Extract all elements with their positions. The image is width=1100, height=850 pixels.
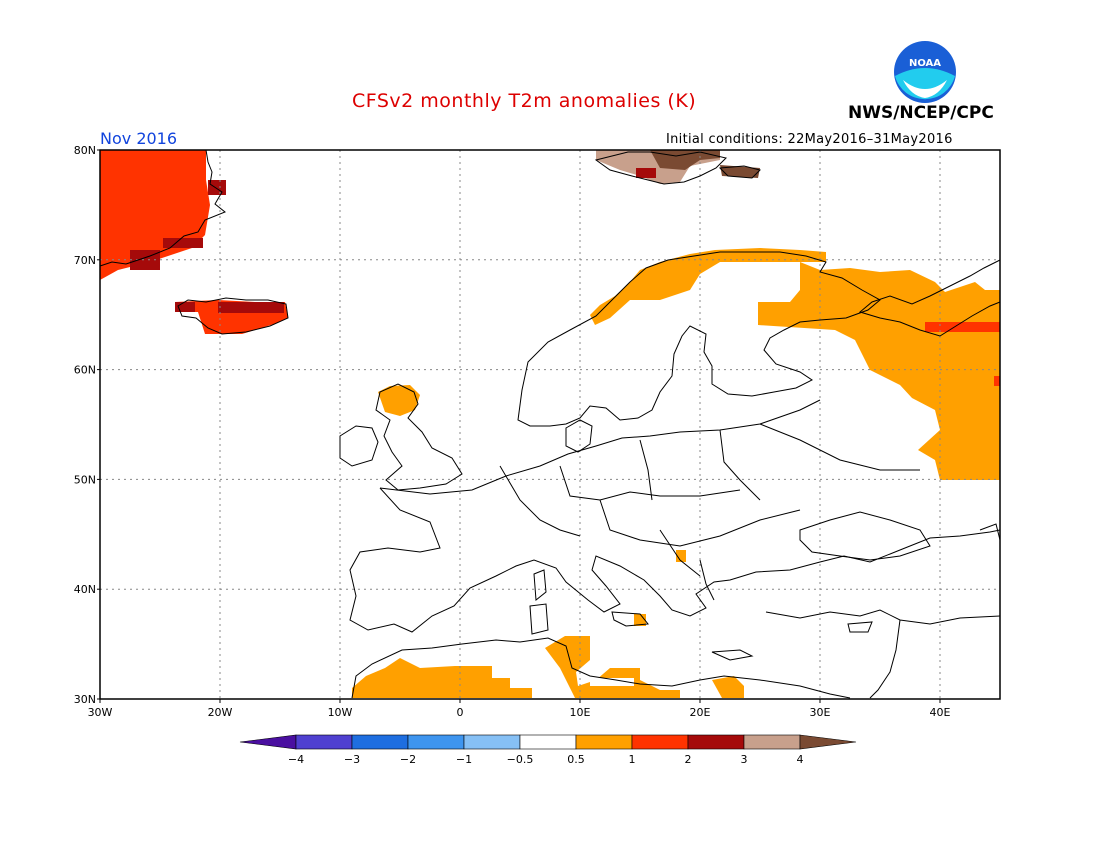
anomaly-greenland-dark xyxy=(163,238,203,248)
map-title: CFSv2 monthly T2m anomalies (K) xyxy=(352,90,697,112)
lat-label: 40N xyxy=(74,583,96,596)
lat-label: 70N xyxy=(74,254,96,267)
anomaly-iceland-dark xyxy=(175,302,195,312)
anomaly-north-africa xyxy=(352,658,532,698)
legend-label: 0.5 xyxy=(567,753,585,766)
legend-label: −2 xyxy=(400,753,416,766)
lon-label: 10E xyxy=(570,706,591,719)
legend-label: −1 xyxy=(456,753,472,766)
lon-label: 30E xyxy=(810,706,831,719)
lat-label: 80N xyxy=(74,144,96,157)
anomaly-scotland xyxy=(378,385,420,416)
legend-swatch xyxy=(575,734,633,750)
anomaly-balkans xyxy=(676,550,686,562)
longitude-labels: 30W 20W 10W 0 10E 20E 30E 40E xyxy=(88,699,951,719)
anomaly-svalbard-red xyxy=(636,168,656,178)
anomaly-libya-hole xyxy=(590,678,634,686)
legend-label: 1 xyxy=(629,753,636,766)
latitude-labels: 80N 70N 60N 50N 40N 30N xyxy=(74,144,100,706)
legend-swatch-min xyxy=(239,734,297,750)
legend-label: 3 xyxy=(741,753,748,766)
lon-label: 40E xyxy=(930,706,951,719)
lat-label: 30N xyxy=(74,693,96,706)
anomaly-libya xyxy=(545,636,680,698)
gridlines xyxy=(100,150,1000,699)
anomaly-svalbard-dark xyxy=(720,165,760,178)
legend-swatch xyxy=(407,734,465,750)
legend-label: −3 xyxy=(344,753,360,766)
initial-conditions: Initial conditions: 22May2016–31May2016 xyxy=(666,132,953,147)
legend-swatch xyxy=(519,734,577,750)
lon-label: 10W xyxy=(328,706,353,719)
legend-swatch xyxy=(631,734,689,750)
lon-label: 0 xyxy=(457,706,464,719)
anomaly-russia xyxy=(758,262,1000,480)
legend-labels: −4 −3 −2 −1 −0.5 0.5 1 2 3 4 xyxy=(288,753,804,766)
legend-swatch-max xyxy=(799,734,857,750)
anomaly-russia-hot xyxy=(994,376,1000,386)
lon-label: 20E xyxy=(690,706,711,719)
anomaly-iceland-dark xyxy=(218,302,284,313)
anomaly-egypt xyxy=(712,676,744,698)
forecast-month: Nov 2016 xyxy=(100,129,178,148)
lon-label: 20W xyxy=(208,706,233,719)
lat-label: 50N xyxy=(74,473,96,486)
coastlines xyxy=(99,149,1001,699)
lat-label: 60N xyxy=(74,364,96,377)
agency-label: NWS/NCEP/CPC xyxy=(848,103,994,123)
legend-colorbar xyxy=(239,734,857,750)
legend-label: 4 xyxy=(797,753,804,766)
legend-label: −4 xyxy=(288,753,304,766)
legend-swatch xyxy=(295,734,353,750)
map-frame xyxy=(99,149,1001,700)
legend-swatch xyxy=(463,734,521,750)
logo-text: NOAA xyxy=(909,58,941,69)
noaa-logo: NOAA xyxy=(893,40,957,104)
legend-label: 2 xyxy=(685,753,692,766)
anomaly-russia-hot xyxy=(925,322,1000,332)
legend-swatch xyxy=(687,734,745,750)
lon-label: 30W xyxy=(88,706,113,719)
legend-swatch xyxy=(351,734,409,750)
anomaly-shading xyxy=(100,150,1000,698)
legend-swatch xyxy=(743,734,801,750)
legend-label: −0.5 xyxy=(507,753,534,766)
